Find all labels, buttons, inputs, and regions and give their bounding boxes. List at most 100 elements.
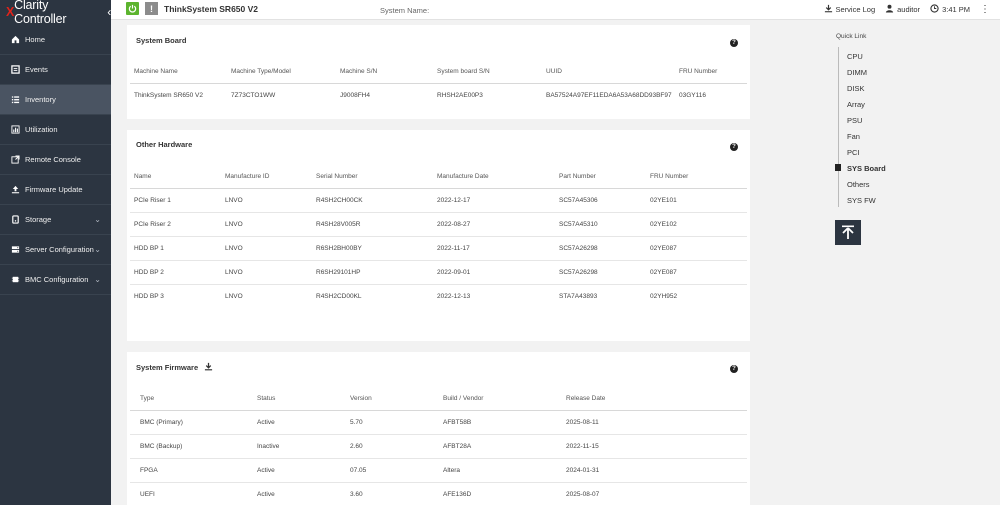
table-cell: STA7A43893	[559, 293, 598, 300]
power-status-icon[interactable]	[126, 2, 139, 15]
more-menu-icon[interactable]: ⋮	[980, 3, 990, 15]
quick-link-track	[838, 47, 839, 207]
table-header-cell: Machine Name	[134, 68, 178, 75]
sidebar-item-label: Storage	[25, 215, 52, 224]
inventory-icon	[10, 95, 20, 105]
table-header-cell: Manufacture ID	[225, 173, 270, 180]
top-bar-actions: Service Log auditor 3:41 PM ⋮	[824, 4, 990, 15]
table-cell: HDD BP 3	[134, 293, 164, 300]
sidebar-item-home[interactable]: Home	[0, 25, 111, 55]
sidebar-item-utilization[interactable]: Utilization	[0, 115, 111, 145]
table-cell: 2024-01-31	[566, 467, 600, 474]
arrow-up-icon	[840, 224, 856, 242]
quick-link-others[interactable]: Others	[847, 180, 870, 189]
table-cell: Active	[257, 467, 275, 474]
quick-link-cpu[interactable]: CPU	[847, 52, 863, 61]
sidebar-item-events[interactable]: Events	[0, 55, 111, 85]
table-row: HDD BP 1 LNVO R6SH2BH00BY 2022-11-17 SC5…	[130, 237, 747, 261]
service-log-button[interactable]: Service Log	[824, 4, 875, 15]
sidebar-item-remote-console[interactable]: Remote Console	[0, 145, 111, 175]
table-cell: LNVO	[225, 293, 243, 300]
table-header-cell: FRU Number	[650, 173, 689, 180]
sidebar-nav: Home Events Inventory Utilization Remote…	[0, 25, 111, 295]
table-header-cell: Version	[350, 395, 372, 402]
other-hardware-title: Other Hardware	[136, 140, 193, 149]
quick-link-sys-fw[interactable]: SYS FW	[847, 196, 876, 205]
sidebar-item-bmc-configuration[interactable]: BMC Configuration ⌄	[0, 265, 111, 295]
sidebar-item-label: Server Configuration	[25, 245, 94, 254]
utilization-icon	[10, 125, 20, 135]
table-cell: 2025-08-11	[566, 419, 599, 426]
table-header-cell: Name	[134, 173, 152, 180]
table-cell: R4SH2CH00CK	[316, 197, 363, 204]
quick-link-dimm[interactable]: DIMM	[847, 68, 867, 77]
table-cell: FPGA	[140, 467, 158, 474]
help-icon[interactable]: ?	[730, 143, 738, 151]
table-cell: LNVO	[225, 269, 243, 276]
sidebar-item-label: Home	[25, 35, 46, 44]
sidebar-item-label: Events	[25, 65, 48, 74]
table-row: HDD BP 2 LNVO R6SH29101HP 2022-09-01 SC5…	[130, 261, 747, 285]
quick-link-disk[interactable]: DISK	[847, 84, 865, 93]
chevron-down-icon: ⌄	[94, 275, 101, 284]
table-cell: 5.70	[350, 419, 363, 426]
sidebar-item-label: Utilization	[25, 125, 58, 134]
quick-link-psu[interactable]: PSU	[847, 116, 863, 125]
system-board-card: System Board ? Machine Name Machine Type…	[127, 25, 750, 119]
table-row: PCIe Riser 2 LNVO R4SH28V005R 2022-08-27…	[130, 213, 747, 237]
quick-link-fan[interactable]: Fan	[847, 132, 860, 141]
brand-logo: X Clarity Controller ‹	[0, 0, 111, 26]
table-row: FPGA Active 07.05 Altera 2024-01-31	[130, 459, 747, 483]
help-icon[interactable]: ?	[730, 39, 738, 47]
sidebar-item-inventory[interactable]: Inventory	[0, 85, 111, 115]
sidebar-item-label: Remote Console	[25, 155, 81, 164]
table-cell: 2025-08-07	[566, 491, 600, 498]
firmware-update-icon	[10, 185, 20, 195]
table-row: HDD BP 3 LNVO R4SH2CD00KL 2022-12-13 STA…	[130, 285, 747, 309]
quick-link-array[interactable]: Array	[847, 100, 865, 109]
table-cell: LNVO	[225, 197, 243, 204]
system-firmware-card: System Firmware ? Type Status Version Bu…	[127, 352, 750, 505]
table-cell: BMC (Primary)	[140, 419, 183, 426]
sidebar-item-label: Firmware Update	[25, 185, 83, 194]
collapse-sidebar-icon[interactable]: ‹	[107, 5, 111, 19]
user-menu[interactable]: auditor	[885, 4, 920, 15]
table-cell: AFBT28A	[443, 443, 472, 450]
top-bar: ! ThinkSystem SR650 V2 System Name: Serv…	[111, 0, 1000, 20]
quick-link-pci[interactable]: PCI	[847, 148, 860, 157]
table-cell: HDD BP 1	[134, 245, 164, 252]
chevron-down-icon: ⌄	[94, 245, 101, 254]
table-header-cell: FRU Number	[679, 68, 718, 75]
table-cell: AFE136D	[443, 491, 472, 498]
sidebar-item-server-configuration[interactable]: Server Configuration ⌄	[0, 235, 111, 265]
table-cell: PCIe Riser 1	[134, 197, 171, 204]
quick-link-sys-board[interactable]: SYS Board	[847, 164, 886, 173]
back-to-top-button[interactable]	[835, 220, 861, 245]
other-hardware-card: Other Hardware ? Name Manufacture ID Ser…	[127, 130, 750, 341]
table-header-cell: Build / Vendor	[443, 395, 484, 402]
table-cell: 02YE101	[650, 197, 677, 204]
table-cell: LNVO	[225, 221, 243, 228]
storage-icon	[10, 215, 20, 225]
help-icon[interactable]: ?	[730, 365, 738, 373]
system-board-table: Machine Name Machine Type/Model Machine …	[130, 60, 747, 108]
sidebar-item-storage[interactable]: Storage ⌄	[0, 205, 111, 235]
chevron-down-icon: ⌄	[94, 215, 101, 224]
brand-name: Clarity Controller	[14, 0, 67, 26]
table-cell: BMC (Backup)	[140, 443, 183, 450]
table-cell: 2022-09-01	[437, 269, 471, 276]
table-cell: R6SH29101HP	[316, 269, 361, 276]
remote-console-icon	[10, 155, 20, 165]
sidebar-item-firmware-update[interactable]: Firmware Update	[0, 175, 111, 205]
download-icon[interactable]	[204, 362, 213, 373]
table-cell: R6SH2BH00BY	[316, 245, 362, 252]
bmc-config-icon	[10, 275, 20, 285]
table-cell: 2022-11-15	[566, 443, 599, 450]
table-row: PCIe Riser 1 LNVO R4SH2CH00CK 2022-12-17…	[130, 189, 747, 213]
alert-icon[interactable]: !	[145, 2, 158, 15]
table-header: Name Manufacture ID Serial Number Manufa…	[130, 165, 747, 189]
system-firmware-title: System Firmware	[136, 363, 199, 372]
system-model-title: ThinkSystem SR650 V2	[164, 4, 259, 14]
table-header-cell: UUID	[546, 68, 562, 75]
table-cell: Altera	[443, 467, 460, 474]
